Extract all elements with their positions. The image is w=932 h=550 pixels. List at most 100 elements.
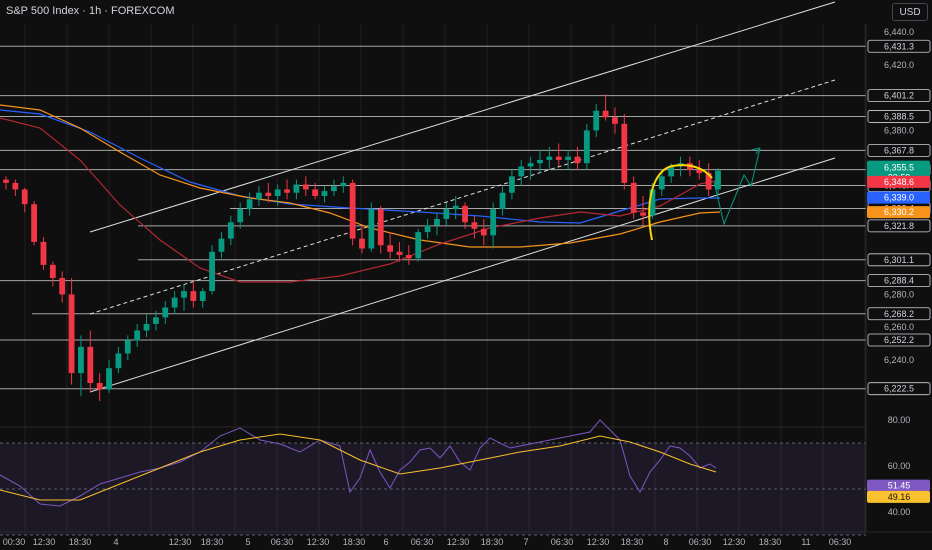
level-price-label[interactable]: 6,268.2 [884,309,914,319]
candle-body[interactable] [565,156,572,160]
candle-body[interactable] [377,209,384,246]
candle-body[interactable] [3,179,9,183]
level-price-tag[interactable] [867,382,931,396]
level-price-tag[interactable] [867,274,931,288]
currency-button[interactable]: USD [892,3,928,21]
rsi-ma-tag[interactable] [867,490,930,503]
candle-body[interactable] [349,182,356,239]
level-price-tag[interactable] [867,39,931,53]
candle-body[interactable] [658,176,665,190]
candle-body[interactable] [68,294,75,374]
level-price-tag[interactable] [867,144,931,157]
candle-body[interactable] [396,251,403,256]
level-price-tag[interactable] [867,89,931,103]
candle-body[interactable] [31,204,38,242]
candle-body[interactable] [209,251,216,292]
candle-body[interactable] [649,189,656,216]
candle-body[interactable] [134,330,141,341]
level-price-label[interactable]: 6,431.3 [884,41,914,51]
level-price-label[interactable]: 6,367.8 [884,145,914,155]
symbol-title[interactable]: S&P 500 Index · 1h · FOREXCOM [6,5,175,17]
candle-body[interactable] [302,184,309,190]
candle-body[interactable] [405,255,412,259]
candle-body[interactable] [574,156,581,164]
candlesticks[interactable] [3,94,721,401]
candle-body[interactable] [87,346,94,383]
candle-body[interactable] [96,382,103,390]
annotations[interactable] [648,147,761,241]
candle-body[interactable] [237,209,244,223]
trend-channel[interactable] [89,1,836,393]
candle-body[interactable] [124,340,131,354]
candle-body[interactable] [274,189,281,196]
level-price-label[interactable]: 6,301.1 [884,255,914,265]
rounding-arc-drawing[interactable] [648,164,713,241]
candle-body[interactable] [462,205,468,223]
candle-body[interactable] [368,209,375,249]
candle-body[interactable] [518,166,525,177]
candle-body[interactable] [452,205,459,210]
candle-body[interactable] [12,182,19,190]
channel-lower-line[interactable] [89,157,836,393]
candle-body[interactable] [78,346,84,374]
candle-body[interactable] [256,192,262,200]
candle-body[interactable] [640,212,646,216]
candle-body[interactable] [668,166,675,177]
rsi-ma-label[interactable]: 49.16 [888,492,911,502]
candle-body[interactable] [143,323,150,331]
candle-body[interactable] [106,368,112,390]
candle-body[interactable] [284,189,290,193]
candle-body[interactable] [40,241,47,265]
ema-price-label[interactable]: 6,339.0 [884,193,914,203]
rsi-value-tag[interactable] [867,479,930,492]
ema-price-tag[interactable] [867,206,930,219]
candle-body[interactable] [359,238,365,249]
candle-body[interactable] [171,297,178,308]
ema-price-tag[interactable] [867,191,930,204]
forecast-path-drawing[interactable] [713,147,761,226]
level-price-label[interactable]: 6,401.2 [884,91,914,101]
candle-body[interactable] [162,307,169,318]
candle-body[interactable] [705,173,712,190]
candle-body[interactable] [265,192,272,196]
candle-body[interactable] [630,182,637,213]
ema-price-label[interactable]: 6,330.2 [884,207,914,217]
candle-body[interactable] [546,156,553,160]
candle-body[interactable] [480,228,487,236]
candle-body[interactable] [443,209,450,219]
candle-body[interactable] [387,245,394,252]
level-price-label[interactable]: 6,321.8 [884,221,914,231]
candle-body[interactable] [490,209,497,236]
candle-body[interactable] [537,159,543,164]
candle-body[interactable] [508,176,515,193]
horizontal-levels[interactable] [0,45,866,390]
candle-body[interactable] [424,225,431,233]
candle-body[interactable] [49,264,56,278]
candle-body[interactable] [715,170,721,190]
candle-body[interactable] [227,222,234,239]
candle-body[interactable] [181,291,187,298]
candle-body[interactable] [340,182,347,187]
ema-price-label[interactable]: 6,348.6 [884,177,914,187]
candle-body[interactable] [696,169,703,174]
candle-body[interactable] [312,189,319,196]
candle-body[interactable] [115,353,122,369]
level-price-label[interactable]: 6,388.5 [884,111,914,121]
candle-body[interactable] [21,189,28,205]
candle-body[interactable] [499,192,506,210]
level-price-label[interactable]: 6,252.2 [884,335,914,345]
level-price-tag[interactable] [867,110,931,123]
candle-body[interactable] [555,156,562,160]
rsi-value-label[interactable]: 51.45 [888,481,911,491]
candle-body[interactable] [293,184,300,193]
candle-body[interactable] [330,186,337,192]
candle-body[interactable] [612,117,618,124]
level-price-label[interactable]: 6,288.4 [884,276,914,286]
candle-body[interactable] [527,163,534,167]
level-price-tag[interactable] [867,219,931,233]
level-price-label[interactable]: 6,222.5 [884,384,914,394]
ema-price-tag[interactable] [867,175,930,188]
candle-body[interactable] [621,123,628,183]
candle-body[interactable] [152,317,159,324]
